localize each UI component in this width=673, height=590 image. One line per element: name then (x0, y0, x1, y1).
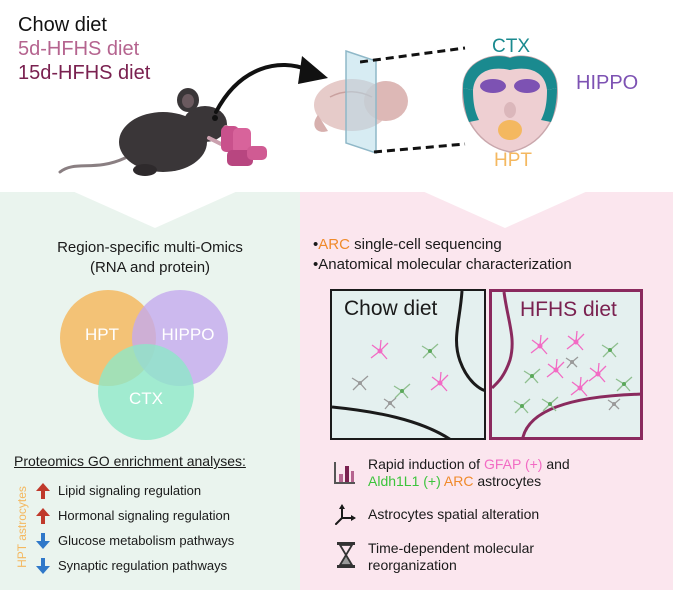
bar-chart-icon (334, 462, 355, 484)
aldh1l1-highlight: Aldh1L1 (+) (368, 473, 441, 489)
finding-time-dependent: Time-dependent molecular reorganization (368, 540, 534, 574)
hfhs-ventricle-outline (492, 292, 640, 437)
curved-arrow-icon (214, 56, 328, 114)
chow-ventricle-outline (332, 291, 484, 438)
arc-highlight: ARC (318, 236, 350, 253)
bullet-sc-sequencing: •ARC single-cell sequencing (313, 236, 502, 253)
venn-ctx-label: CTX (129, 389, 163, 408)
down-arrow-right-icon (420, 190, 590, 228)
axes-icon (335, 504, 356, 525)
go-item-label: Glucose metabolism pathways (58, 533, 235, 548)
finding1-text-c: astrocytes (473, 473, 542, 489)
go-analysis-title: Proteomics GO enrichment analyses: (14, 453, 246, 469)
go-list: Lipid signaling regulation Hormonal sign… (36, 478, 234, 578)
arrow-down-icon (36, 557, 50, 574)
venn-hpt-label: HPT (85, 325, 119, 344)
arrow-down-icon (36, 532, 50, 549)
gfap-highlight: GFAP (+) (483, 456, 543, 472)
omics-title: Region-specific multi-Omics (RNA and pro… (0, 238, 300, 278)
diet-chow-label: Chow diet (18, 14, 107, 36)
hfhs-box-title: HFHS diet (520, 298, 617, 321)
venn-hippo-label: HIPPO (161, 325, 215, 344)
venn-ctx-circle: CTX (98, 344, 194, 440)
finding3-line2: reorganization (368, 557, 457, 573)
down-arrow-left-icon (70, 190, 240, 228)
bullet-sc-text: single-cell sequencing (349, 236, 502, 253)
arrow-up-icon (36, 482, 50, 499)
go-item-label: Lipid signaling regulation (58, 483, 202, 498)
arrow-up-icon (36, 507, 50, 524)
bullet-anatomical: •Anatomical molecular characterization (313, 256, 572, 273)
finding-spatial-alteration: Astrocytes spatial alteration (368, 506, 540, 522)
hippo-label: HIPPO (576, 72, 639, 94)
diet-5d-hfhs-label: 5d-HFHS diet (18, 38, 140, 60)
finding3-line1: Time-dependent molecular (368, 540, 535, 556)
go-item: Hormonal signaling regulation (36, 503, 234, 528)
go-item: Lipid signaling regulation (36, 478, 234, 503)
hpt-astrocytes-side-label: HPT astrocytes (15, 486, 29, 568)
go-item: Synaptic regulation pathways (36, 553, 234, 578)
coronal-brain-section (462, 55, 558, 153)
go-item-label: Hormonal signaling regulation (58, 508, 230, 523)
section-connector-lines (360, 46, 466, 154)
finding1-text-b: and (542, 456, 570, 472)
finding1-text-a: Rapid induction of (368, 456, 484, 472)
go-item: Glucose metabolism pathways (36, 528, 234, 553)
go-item-label: Synaptic regulation pathways (58, 558, 228, 573)
hpt-label: HPT (494, 150, 532, 171)
ctx-label: CTX (492, 36, 530, 57)
chow-diet-box: Chow diet (330, 289, 486, 440)
bullet-mark: • (313, 236, 319, 253)
chow-box-title: Chow diet (344, 297, 438, 320)
diet-15d-hfhs-label: 15d-HFHS diet (18, 62, 151, 84)
brain-illustration (314, 49, 408, 155)
omics-title-line2: (RNA and protein) (89, 259, 211, 276)
hfhs-diet-box: HFHS diet (489, 289, 643, 440)
mouse-illustration (58, 88, 267, 176)
omics-title-line1: Region-specific multi-Omics (57, 239, 243, 256)
finding-rapid-induction: Rapid induction of GFAP (+) and Aldh1L1 … (368, 456, 668, 490)
hourglass-icon (337, 542, 355, 568)
arc-finding-highlight: ARC (443, 473, 474, 489)
